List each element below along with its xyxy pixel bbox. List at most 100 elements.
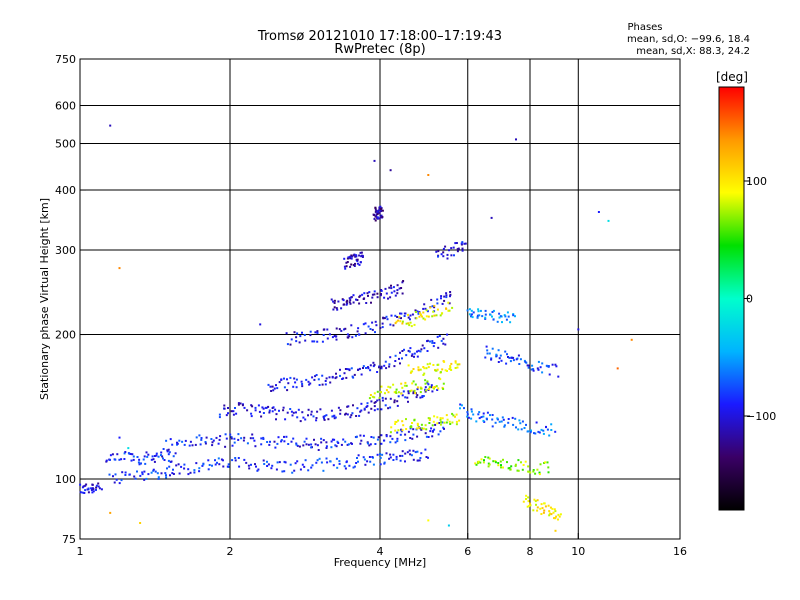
data-point <box>488 352 491 355</box>
data-point <box>403 315 406 317</box>
data-point <box>384 360 387 363</box>
data-point <box>174 452 177 455</box>
data-point <box>92 488 95 491</box>
data-point <box>301 463 304 466</box>
data-point <box>363 292 366 295</box>
data-point <box>484 316 487 319</box>
data-point <box>243 436 246 439</box>
data-point <box>162 448 165 450</box>
data-point <box>449 295 451 298</box>
data-point <box>430 298 433 301</box>
data-point <box>360 251 363 254</box>
data-point <box>320 461 323 464</box>
data-point <box>240 437 243 440</box>
data-point <box>376 213 379 216</box>
data-point <box>390 284 392 287</box>
data-point <box>499 354 502 357</box>
data-point <box>549 506 552 509</box>
data-point <box>385 389 388 392</box>
data-point <box>251 405 254 408</box>
data-point <box>470 410 473 413</box>
data-point <box>312 415 315 418</box>
data-point <box>295 411 297 414</box>
data-point <box>323 328 326 331</box>
data-point <box>380 207 382 210</box>
data-point <box>298 341 301 344</box>
data-point <box>385 434 388 436</box>
data-point <box>215 436 218 439</box>
data-point <box>538 431 541 434</box>
data-point <box>425 428 428 431</box>
data-point <box>350 254 353 257</box>
data-point <box>220 458 223 461</box>
data-point <box>500 359 503 362</box>
data-point <box>166 467 168 470</box>
data-point <box>82 485 85 488</box>
data-point <box>412 433 415 436</box>
data-point <box>354 262 356 265</box>
data-point <box>515 138 517 141</box>
data-point <box>431 305 434 308</box>
data-point <box>348 335 351 338</box>
data-point <box>160 472 163 475</box>
data-point <box>325 441 328 444</box>
data-point <box>419 350 422 353</box>
data-point <box>167 448 170 451</box>
data-point <box>408 449 411 452</box>
data-point <box>133 475 136 478</box>
data-point <box>376 438 379 441</box>
data-point <box>172 468 174 471</box>
data-point <box>405 418 407 421</box>
data-point <box>519 422 522 425</box>
data-point <box>335 372 337 375</box>
data-point <box>551 363 554 366</box>
data-point <box>534 472 537 475</box>
data-point <box>404 460 406 463</box>
data-point <box>358 295 361 298</box>
data-point <box>531 364 534 367</box>
data-point <box>316 410 319 413</box>
data-point <box>555 515 558 518</box>
data-point <box>360 409 363 412</box>
data-point <box>421 395 424 397</box>
data-point <box>427 456 429 459</box>
data-point <box>399 351 401 354</box>
data-point <box>536 367 539 370</box>
data-point <box>376 371 379 373</box>
data-point <box>466 309 469 312</box>
data-point <box>486 418 488 421</box>
data-point <box>109 454 112 457</box>
data-point <box>347 443 350 446</box>
data-point <box>292 437 295 440</box>
data-point <box>436 308 439 311</box>
data-point <box>261 406 264 409</box>
data-point <box>376 408 379 411</box>
data-point <box>118 267 121 270</box>
data-point <box>450 247 453 250</box>
data-point <box>410 354 413 357</box>
data-point <box>417 366 420 369</box>
data-point <box>343 328 345 331</box>
data-point <box>400 430 403 433</box>
data-point <box>208 464 211 466</box>
data-point <box>435 250 438 253</box>
data-point <box>322 334 325 336</box>
data-point <box>383 461 386 464</box>
data-point <box>352 264 355 266</box>
data-point <box>128 452 131 455</box>
data-point <box>87 487 90 490</box>
data-point <box>502 418 505 421</box>
data-point <box>330 298 333 301</box>
data-point <box>396 316 399 318</box>
data-point <box>371 456 374 458</box>
data-point <box>95 486 98 489</box>
data-point <box>340 307 343 310</box>
data-point <box>293 377 296 380</box>
data-point <box>442 247 445 250</box>
data-point <box>375 215 378 217</box>
data-point <box>389 441 392 444</box>
data-point <box>262 412 265 414</box>
data-point <box>350 367 353 370</box>
data-point <box>145 451 148 454</box>
data-point <box>287 443 290 445</box>
